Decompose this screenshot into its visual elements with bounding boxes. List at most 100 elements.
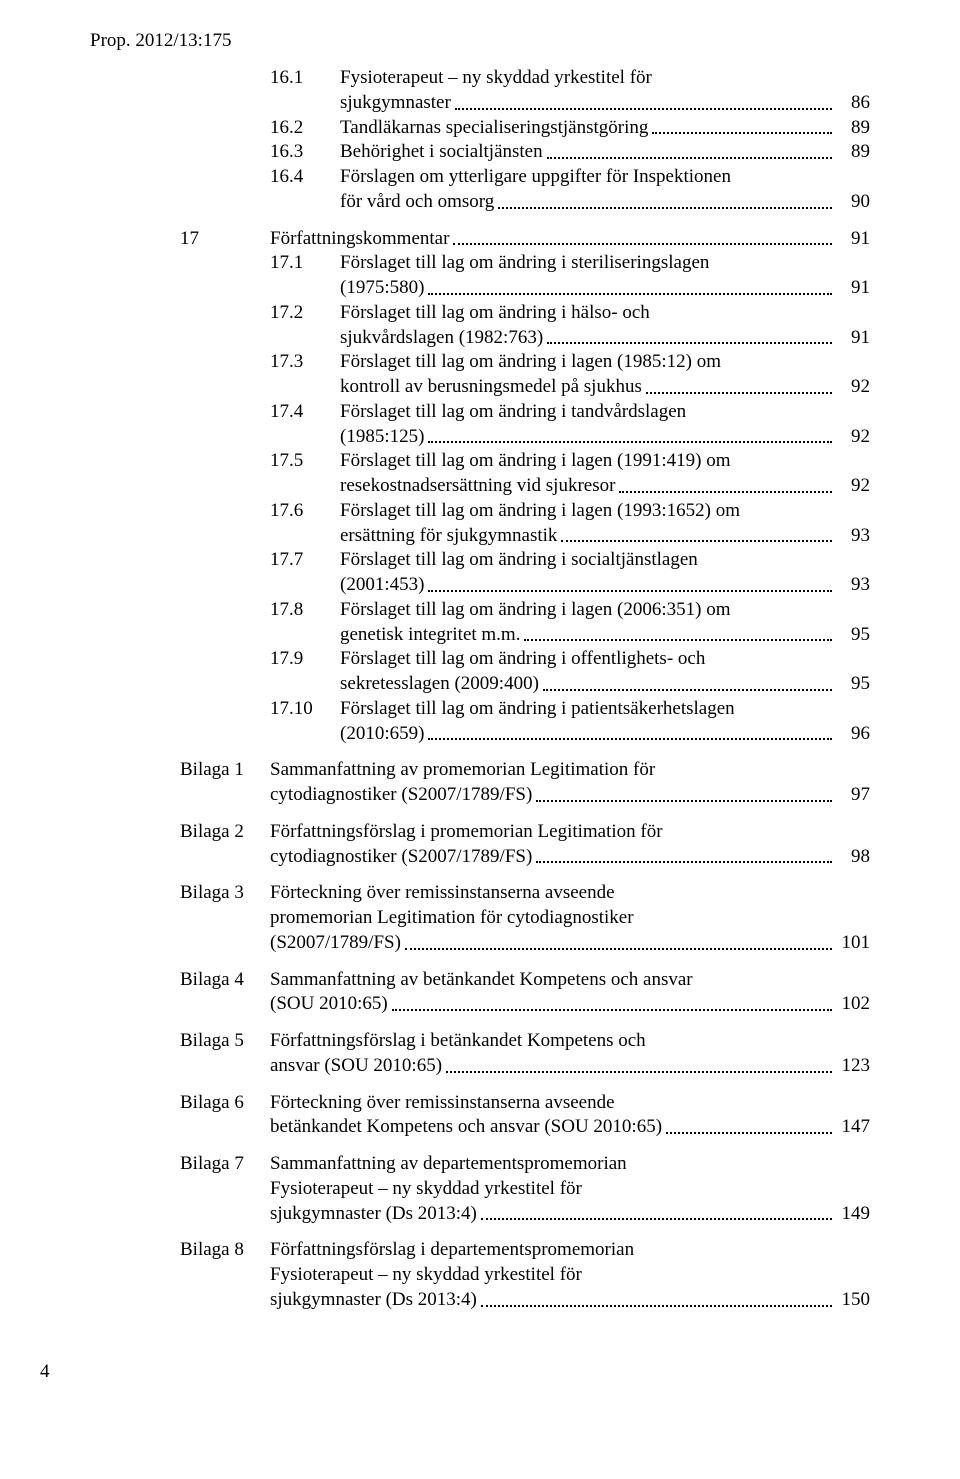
bilaga-label: Bilaga 4: [180, 968, 270, 992]
toc-dots: [547, 341, 832, 344]
bilaga-entry: Bilaga 6 Förteckning över remissinstanse…: [180, 1091, 870, 1140]
toc-row: sjukgymnaster (Ds 2013:4) 149: [180, 1202, 870, 1226]
toc-row: för vård och omsorg 90: [270, 190, 870, 214]
toc-section-17-items: 17.1 Förslaget till lag om ändring i ste…: [270, 251, 870, 745]
toc-row: 17.2 Förslaget till lag om ändring i häl…: [270, 301, 870, 325]
toc-row: betänkandet Kompetens och ansvar (SOU 20…: [180, 1115, 870, 1139]
toc-dots: [392, 1008, 832, 1011]
toc-text: Förslaget till lag om ändring i patients…: [340, 697, 735, 721]
toc-text: ansvar (SOU 2010:65): [270, 1054, 442, 1078]
toc-row: 16.4 Förslagen om ytterligare uppgifter …: [270, 165, 870, 189]
toc-text: (SOU 2010:65): [270, 992, 388, 1016]
toc-text: sjukgymnaster (Ds 2013:4): [270, 1202, 477, 1226]
toc-text: (2010:659): [340, 722, 424, 746]
toc-dots: [561, 539, 832, 542]
toc-row: Bilaga 5 Författningsförslag i betänkand…: [180, 1029, 870, 1053]
toc-row: Bilaga 6 Förteckning över remissinstanse…: [180, 1091, 870, 1115]
toc-row: (2001:453) 93: [270, 573, 870, 597]
bilaga-label: Bilaga 5: [180, 1029, 270, 1053]
toc-page: 102: [836, 992, 870, 1016]
toc-number: 17.8: [270, 598, 340, 622]
toc-row: 17.8 Förslaget till lag om ändring i lag…: [270, 598, 870, 622]
toc-row: sjukgymnaster (Ds 2013:4) 150: [180, 1288, 870, 1312]
toc-row: 16.2 Tandläkarnas specialiseringstjänstg…: [270, 116, 870, 140]
header-label: Prop. 2012/13:175: [90, 30, 870, 52]
toc-text: promemorian Legitimation för cytodiagnos…: [270, 906, 634, 930]
toc-text: Sammanfattning av departementspromemoria…: [270, 1152, 627, 1176]
toc-number: 17.7: [270, 548, 340, 572]
toc-page: 147: [836, 1115, 870, 1139]
toc-section-16: 16.1 Fysioterapeut – ny skyddad yrkestit…: [270, 66, 870, 214]
bilaga-label: Bilaga 2: [180, 820, 270, 844]
toc-text: Sammanfattning av promemorian Legitimati…: [270, 758, 655, 782]
toc-dots: [646, 391, 832, 394]
toc-dots: [481, 1217, 832, 1220]
toc-dots: [428, 292, 832, 295]
toc-dots: [446, 1070, 832, 1073]
toc-text: sjukgymnaster (Ds 2013:4): [270, 1288, 477, 1312]
bilaga-label: Bilaga 1: [180, 758, 270, 782]
toc-text: Fysioterapeut – ny skyddad yrkestitel fö…: [340, 66, 652, 90]
toc-dots: [536, 799, 832, 802]
toc-number: 17.3: [270, 350, 340, 374]
toc-text: Förteckning över remissinstanserna avsee…: [270, 881, 615, 905]
toc-number: 17.4: [270, 400, 340, 424]
toc-text: Författningsförslag i betänkandet Kompet…: [270, 1029, 646, 1053]
toc-page: 95: [836, 623, 870, 647]
toc-dots: [428, 589, 832, 592]
toc-row: 17.4 Förslaget till lag om ändring i tan…: [270, 400, 870, 424]
toc-row: 16.3 Behörighet i socialtjänsten 89: [270, 140, 870, 164]
toc-text: Fysioterapeut – ny skyddad yrkestitel fö…: [270, 1263, 582, 1287]
toc-row: sjukgymnaster 86: [270, 91, 870, 115]
bilaga-label: Bilaga 3: [180, 881, 270, 905]
toc-section-17-head: 17 Författningskommentar 91: [180, 227, 870, 251]
toc-page: 98: [836, 845, 870, 869]
toc-text: Förslaget till lag om ändring i lagen (1…: [340, 449, 731, 473]
toc-row: 17.3 Förslaget till lag om ändring i lag…: [270, 350, 870, 374]
toc-text: sjukgymnaster: [340, 91, 451, 115]
toc-page: 90: [836, 190, 870, 214]
toc-text: Tandläkarnas specialiseringstjänstgöring: [340, 116, 648, 140]
toc-text: (1985:125): [340, 425, 424, 449]
toc-dots: [453, 242, 832, 245]
toc-text: sjukvårdslagen (1982:763): [340, 326, 543, 350]
toc-text: Förslaget till lag om ändring i sterilis…: [340, 251, 709, 275]
toc-number: 16.1: [270, 66, 340, 90]
bilaga-entry: Bilaga 8 Författningsförslag i departeme…: [180, 1238, 870, 1311]
toc-row: 17.5 Förslaget till lag om ändring i lag…: [270, 449, 870, 473]
toc-number: 17.9: [270, 647, 340, 671]
toc-dots: [498, 206, 832, 209]
toc-page: 91: [836, 326, 870, 350]
toc-text: Förslaget till lag om ändring i lagen (1…: [340, 350, 721, 374]
toc-number: 16.3: [270, 140, 340, 164]
toc-row: sjukvårdslagen (1982:763) 91: [270, 326, 870, 350]
toc-row: cytodiagnostiker (S2007/1789/FS) 97: [180, 783, 870, 807]
toc-row: (1985:125) 92: [270, 425, 870, 449]
toc-page: 93: [836, 524, 870, 548]
toc-row: Bilaga 1 Sammanfattning av promemorian L…: [180, 758, 870, 782]
toc-row: promemorian Legitimation för cytodiagnos…: [180, 906, 870, 930]
toc-page: 92: [836, 425, 870, 449]
toc-row: (S2007/1789/FS) 101: [180, 931, 870, 955]
toc-number: 17.6: [270, 499, 340, 523]
toc-text: betänkandet Kompetens och ansvar (SOU 20…: [270, 1115, 662, 1139]
toc-text: kontroll av berusningsmedel på sjukhus: [340, 375, 642, 399]
bilaga-entry: Bilaga 1 Sammanfattning av promemorian L…: [180, 758, 870, 807]
toc-row: 17.1 Förslaget till lag om ändring i ste…: [270, 251, 870, 275]
toc-text: (S2007/1789/FS): [270, 931, 401, 955]
toc-dots: [455, 107, 832, 110]
toc-text: (1975:580): [340, 276, 424, 300]
toc-text: Förslaget till lag om ändring i hälso- o…: [340, 301, 650, 325]
toc-text: sekretesslagen (2009:400): [340, 672, 539, 696]
toc-text: (2001:453): [340, 573, 424, 597]
toc-row: ansvar (SOU 2010:65) 123: [180, 1054, 870, 1078]
toc-text: ersättning för sjukgymnastik: [340, 524, 557, 548]
toc-text: genetisk integritet m.m.: [340, 623, 520, 647]
bilaga-label: Bilaga 7: [180, 1152, 270, 1176]
toc-row: Bilaga 2 Författningsförslag i promemori…: [180, 820, 870, 844]
bilaga-label: Bilaga 8: [180, 1238, 270, 1262]
bilaga-label: Bilaga 6: [180, 1091, 270, 1115]
toc-number: 17.5: [270, 449, 340, 473]
toc-row: sekretesslagen (2009:400) 95: [270, 672, 870, 696]
toc-dots: [405, 947, 832, 950]
